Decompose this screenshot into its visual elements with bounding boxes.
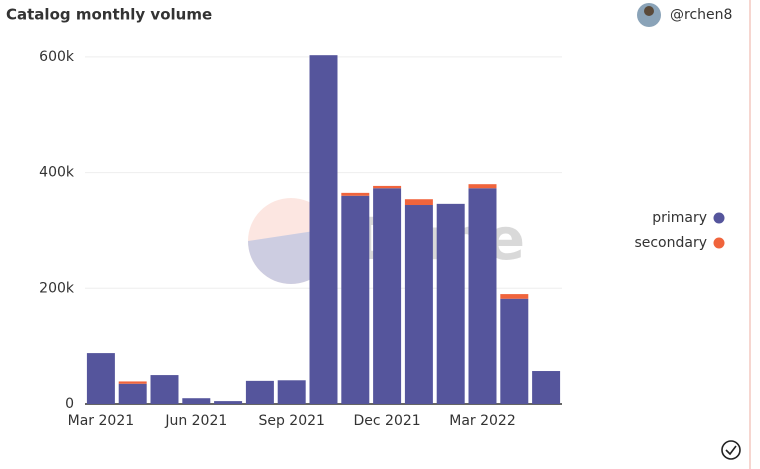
check-circle	[721, 440, 741, 460]
bar	[182, 398, 211, 404]
bar	[118, 381, 147, 384]
author[interactable]: @rchen8	[670, 7, 732, 23]
y-tick-label: 0	[65, 396, 74, 412]
bar	[118, 383, 147, 404]
chart-title: Catalog monthly volume	[6, 6, 212, 24]
bar	[532, 371, 561, 404]
avatar-face	[644, 6, 654, 16]
x-tick-label: Dec 2021	[354, 413, 421, 429]
bar	[373, 185, 402, 189]
x-tick-label: Mar 2022	[449, 413, 516, 429]
bar	[341, 192, 370, 196]
bar	[436, 203, 465, 404]
x-tick-label: Mar 2021	[68, 413, 135, 429]
legend-marker	[713, 212, 725, 224]
bar	[214, 401, 243, 404]
y-tick-label: 600k	[39, 49, 75, 65]
bar	[309, 55, 338, 405]
bar	[341, 195, 370, 404]
check-mark	[725, 445, 737, 456]
bar	[86, 353, 115, 404]
legend-label: primary	[652, 210, 707, 226]
x-tick-label: Jun 2021	[164, 413, 227, 429]
legend-label: secondary	[634, 235, 707, 251]
check-icon[interactable]	[721, 440, 741, 460]
bar	[404, 205, 433, 404]
y-tick-label: 400k	[39, 165, 75, 181]
x-tick-label: Sep 2021	[258, 413, 324, 429]
bar	[468, 184, 497, 189]
bar	[373, 188, 402, 404]
bar	[150, 375, 179, 404]
bar	[468, 188, 497, 404]
legend-marker	[713, 237, 725, 249]
bar	[500, 294, 529, 299]
y-tick-label: 200k	[39, 280, 75, 296]
bar	[500, 298, 529, 404]
bar	[245, 380, 274, 404]
bar	[277, 380, 306, 404]
bar	[404, 199, 433, 206]
